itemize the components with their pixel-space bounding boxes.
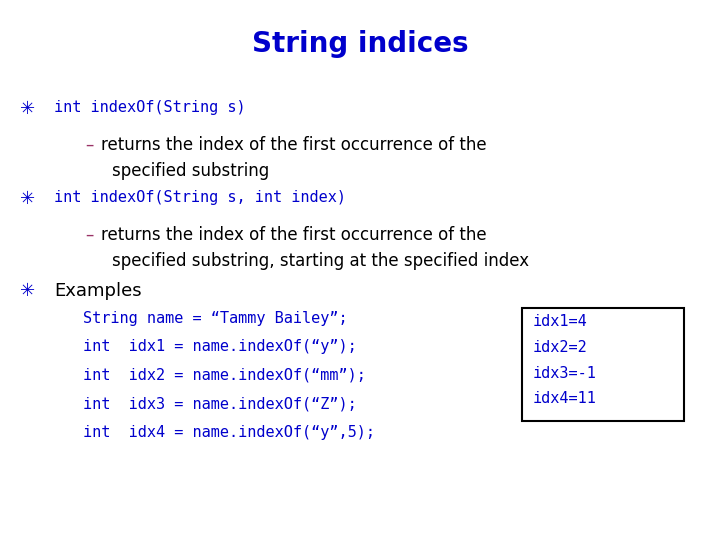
- Text: int indexOf(String s): int indexOf(String s): [54, 100, 246, 115]
- Text: ✳: ✳: [19, 100, 35, 118]
- Text: –: –: [85, 226, 94, 244]
- Text: int indexOf(String s, int index): int indexOf(String s, int index): [54, 190, 346, 205]
- Text: ✳: ✳: [19, 190, 35, 208]
- Text: –: –: [85, 136, 94, 154]
- Text: int  idx1 = name.indexOf(“y”);: int idx1 = name.indexOf(“y”);: [83, 339, 356, 354]
- Text: specified substring, starting at the specified index: specified substring, starting at the spe…: [112, 252, 528, 269]
- Text: idx1=4: idx1=4: [533, 314, 588, 329]
- Text: ✳: ✳: [19, 282, 35, 300]
- Text: specified substring: specified substring: [112, 162, 269, 180]
- Text: String indices: String indices: [252, 30, 468, 58]
- Text: idx2=2: idx2=2: [533, 340, 588, 355]
- Text: int  idx4 = name.indexOf(“y”,5);: int idx4 = name.indexOf(“y”,5);: [83, 425, 375, 440]
- Text: idx3=-1: idx3=-1: [533, 366, 597, 381]
- Text: returns the index of the first occurrence of the: returns the index of the first occurrenc…: [101, 136, 487, 154]
- Text: int  idx3 = name.indexOf(“Z”);: int idx3 = name.indexOf(“Z”);: [83, 396, 356, 411]
- Text: returns the index of the first occurrence of the: returns the index of the first occurrenc…: [101, 226, 487, 244]
- Text: int  idx2 = name.indexOf(“mm”);: int idx2 = name.indexOf(“mm”);: [83, 368, 366, 383]
- Text: String name = “Tammy Bailey”;: String name = “Tammy Bailey”;: [83, 310, 348, 326]
- FancyBboxPatch shape: [522, 308, 684, 421]
- Text: Examples: Examples: [54, 282, 142, 300]
- Text: idx4=11: idx4=11: [533, 391, 597, 406]
